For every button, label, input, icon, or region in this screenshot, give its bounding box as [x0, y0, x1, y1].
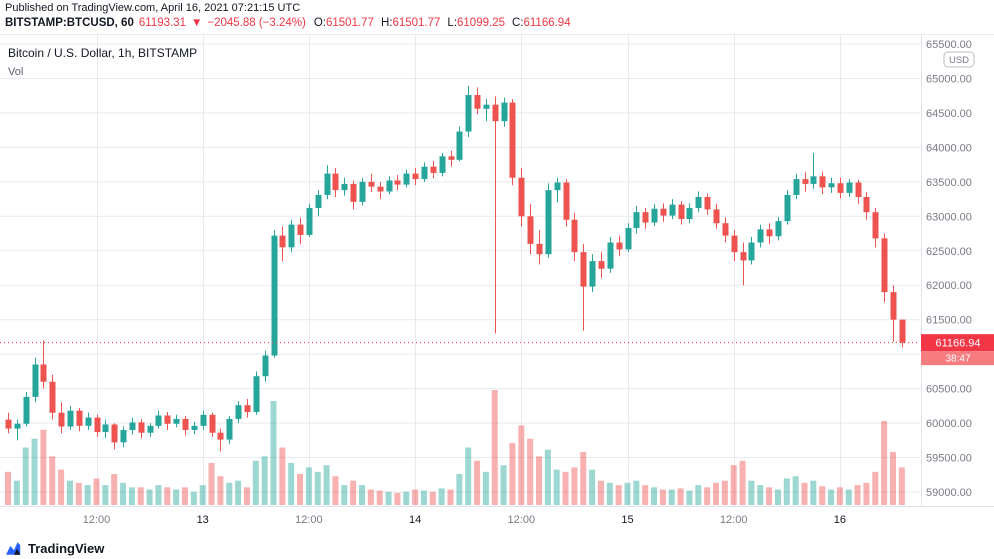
svg-text:59500.00: 59500.00 — [926, 453, 972, 465]
svg-text:12:00: 12:00 — [720, 514, 748, 526]
candlestick-chart[interactable]: 65500.00 65000.00 64500.00 64000.00 63500.00… — [0, 34, 994, 559]
tradingview-brand[interactable]: TradingView — [28, 540, 105, 556]
svg-text:60500.00: 60500.00 — [926, 384, 972, 396]
symbol-name: BITSTAMP:BTCUSD, 60 — [5, 17, 134, 29]
chart-title: Bitcoin / U.S. Dollar, 1h, BITSTAMP — [8, 46, 198, 60]
close-readout: C:61166.94 — [511, 17, 571, 29]
svg-text:15: 15 — [621, 514, 633, 526]
tradingview-logo-icon — [6, 541, 22, 556]
svg-text:65000.00: 65000.00 — [926, 73, 972, 85]
grid-layer — [0, 35, 994, 507]
down-arrow-icon: ▼ — [190, 17, 203, 29]
price-axis[interactable]: 65500.00 65000.00 64500.00 64000.00 63500.00… — [926, 39, 975, 499]
time-axis[interactable]: 12:00 13 12:00 14 12:00 15 12:00 16 — [83, 514, 846, 526]
svg-text:63000.00: 63000.00 — [926, 211, 972, 223]
svg-text:61166.94: 61166.94 — [935, 338, 980, 350]
low-readout: L:61099.25 — [447, 17, 505, 29]
high-readout: H:61501.77 — [380, 17, 441, 29]
candles-layer — [5, 85, 906, 452]
open-readout: O:61501.77 — [313, 17, 374, 29]
svg-text:61500.00: 61500.00 — [926, 315, 972, 327]
svg-text:60000.00: 60000.00 — [926, 418, 972, 430]
svg-text:38:47: 38:47 — [945, 354, 970, 365]
svg-text:16: 16 — [834, 514, 846, 526]
last-price: 61193.31 — [138, 17, 186, 29]
svg-text:59000.00: 59000.00 — [926, 487, 972, 499]
svg-text:14: 14 — [409, 514, 421, 526]
svg-text:USD: USD — [949, 55, 969, 66]
svg-text:12:00: 12:00 — [295, 514, 323, 526]
current-price-tag: 61166.94 38:47 — [0, 334, 994, 366]
svg-text:62000.00: 62000.00 — [926, 280, 972, 292]
currency-badge — [943, 51, 975, 68]
svg-text:64000.00: 64000.00 — [926, 142, 972, 154]
svg-text:12:00: 12:00 — [83, 514, 111, 526]
svg-text:63500.00: 63500.00 — [926, 177, 972, 189]
volume-indicator-label: Vol — [8, 66, 24, 78]
symbol-status-row: BITSTAMP:BTCUSD, 60 61193.31 ▼ −2045.88 … — [5, 17, 571, 29]
volume-layer — [5, 390, 905, 505]
svg-text:65500.00: 65500.00 — [926, 39, 972, 51]
price-change: −2045.88 (−3.24%) — [207, 17, 306, 29]
svg-text:64500.00: 64500.00 — [926, 108, 972, 120]
svg-text:13: 13 — [197, 514, 209, 526]
footer-brand-bar[interactable]: TradingView — [0, 537, 994, 559]
published-caption: Published on TradingView.com, April 16, … — [5, 2, 301, 14]
svg-text:12:00: 12:00 — [508, 514, 536, 526]
chart-legend: Bitcoin / U.S. Dollar, 1h, BITSTAMP Vol — [8, 44, 197, 81]
ohlc-readout: O:61501.77 H:61501.77 L:61099.25 C:61166… — [314, 17, 571, 29]
svg-text:62500.00: 62500.00 — [926, 246, 972, 258]
